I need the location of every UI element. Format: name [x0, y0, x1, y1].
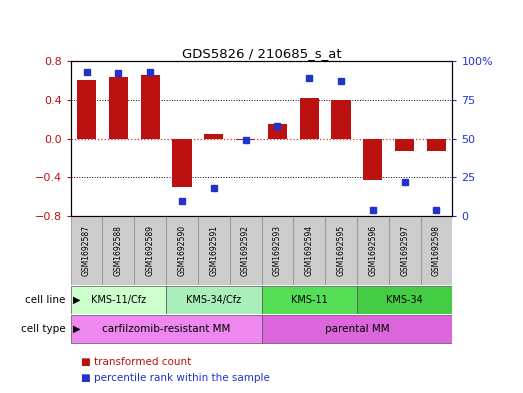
- Bar: [230, 216, 262, 285]
- Bar: [198, 216, 230, 285]
- Text: GSM1692596: GSM1692596: [368, 225, 378, 276]
- Bar: [71, 285, 166, 314]
- Text: GSM1692587: GSM1692587: [82, 225, 91, 276]
- Text: ▶: ▶: [73, 324, 81, 334]
- Bar: [300, 98, 319, 139]
- Text: GSM1692591: GSM1692591: [209, 225, 218, 276]
- Text: GSM1692595: GSM1692595: [336, 225, 346, 276]
- Bar: [141, 75, 160, 139]
- Text: KMS-34/Cfz: KMS-34/Cfz: [186, 295, 241, 305]
- Text: GSM1692597: GSM1692597: [400, 225, 409, 276]
- Bar: [71, 216, 103, 285]
- Bar: [325, 216, 357, 285]
- Bar: [166, 285, 262, 314]
- Text: GSM1692593: GSM1692593: [273, 225, 282, 276]
- Text: GSM1692590: GSM1692590: [177, 225, 187, 276]
- Bar: [109, 77, 128, 139]
- Text: parental MM: parental MM: [325, 324, 389, 334]
- Bar: [420, 216, 452, 285]
- Text: cell line: cell line: [25, 295, 65, 305]
- Bar: [204, 134, 223, 139]
- Bar: [262, 285, 357, 314]
- Text: KMS-11/Cfz: KMS-11/Cfz: [91, 295, 146, 305]
- Bar: [293, 216, 325, 285]
- Bar: [166, 216, 198, 285]
- Bar: [357, 285, 452, 314]
- Text: GSM1692589: GSM1692589: [145, 225, 155, 276]
- Bar: [262, 216, 293, 285]
- Text: GSM1692594: GSM1692594: [305, 225, 314, 276]
- Text: KMS-34: KMS-34: [386, 295, 423, 305]
- Text: carfilzomib-resistant MM: carfilzomib-resistant MM: [102, 324, 230, 334]
- Text: ■ transformed count: ■ transformed count: [81, 358, 191, 367]
- Text: cell type: cell type: [21, 324, 65, 334]
- Bar: [357, 216, 389, 285]
- Bar: [363, 139, 382, 180]
- Text: GSM1692592: GSM1692592: [241, 225, 250, 276]
- Bar: [134, 216, 166, 285]
- Text: ▶: ▶: [73, 295, 81, 305]
- Text: ■ percentile rank within the sample: ■ percentile rank within the sample: [81, 373, 270, 383]
- Bar: [71, 315, 262, 343]
- Bar: [262, 315, 452, 343]
- Bar: [395, 139, 414, 151]
- Bar: [268, 124, 287, 139]
- Bar: [332, 100, 350, 139]
- Bar: [77, 80, 96, 139]
- Title: GDS5826 / 210685_s_at: GDS5826 / 210685_s_at: [181, 47, 342, 60]
- Text: GSM1692588: GSM1692588: [114, 225, 123, 276]
- Bar: [103, 216, 134, 285]
- Bar: [173, 139, 191, 187]
- Bar: [236, 139, 255, 140]
- Bar: [427, 139, 446, 151]
- Bar: [389, 216, 420, 285]
- Text: KMS-11: KMS-11: [291, 295, 327, 305]
- Text: GSM1692598: GSM1692598: [432, 225, 441, 276]
